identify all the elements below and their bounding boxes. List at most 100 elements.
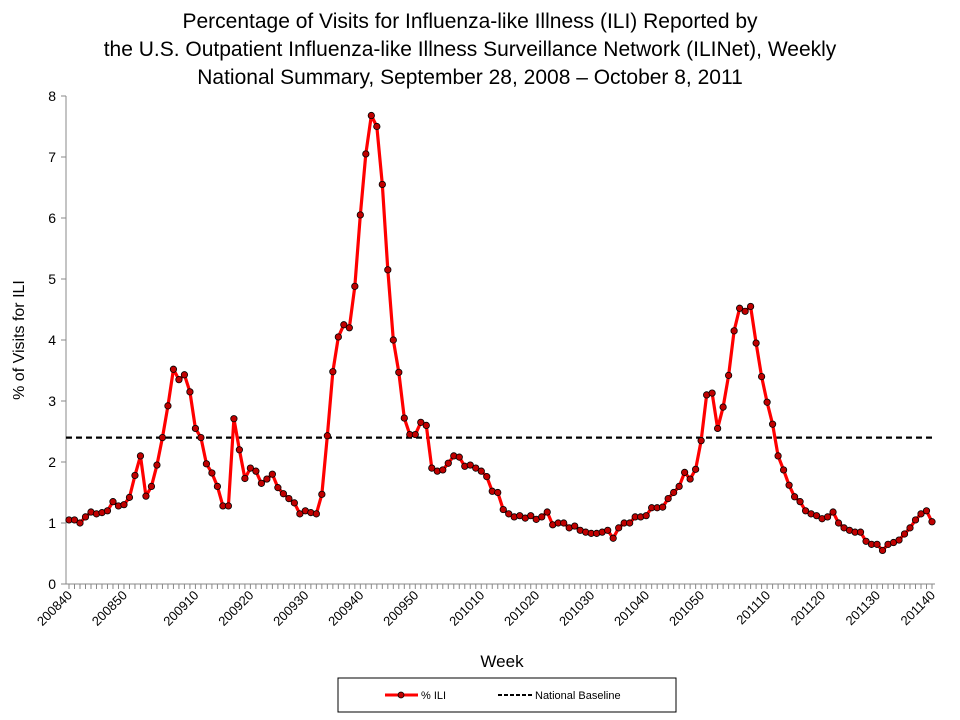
data-point [142, 492, 150, 500]
data-point [785, 481, 793, 489]
data-point [725, 371, 733, 379]
data-point [175, 376, 183, 384]
data-point [560, 519, 568, 527]
data-point [197, 433, 205, 442]
data-point [224, 502, 233, 510]
legend-label: % ILI [421, 690, 446, 702]
data-point [626, 519, 634, 527]
x-tick-label: 201050 [666, 588, 707, 629]
data-point [367, 111, 375, 120]
data-point [131, 471, 139, 480]
data-point [285, 494, 293, 503]
chart-title: National Summary, September 28, 2008 – O… [197, 66, 743, 89]
x-tick-label: 201120 [788, 588, 829, 629]
data-point [389, 336, 397, 344]
y-tick-label: 3 [48, 393, 56, 409]
data-point [384, 266, 392, 274]
data-point [774, 452, 782, 460]
data-point [681, 468, 689, 476]
data-point [312, 510, 320, 518]
data-point [906, 524, 914, 532]
data-point [862, 537, 870, 545]
data-point [290, 499, 298, 507]
y-tick-label: 7 [48, 149, 56, 165]
data-point [527, 512, 535, 520]
data-point [235, 446, 244, 454]
data-point [125, 493, 134, 501]
x-tick-label: 200930 [270, 588, 311, 629]
data-point [439, 466, 447, 474]
data-point [472, 464, 480, 472]
data-point [444, 459, 452, 467]
data-point [147, 482, 156, 490]
y-tick-label: 0 [48, 576, 56, 592]
data-point [543, 508, 551, 516]
data-point [675, 482, 683, 490]
data-point [719, 403, 727, 411]
data-point [417, 418, 425, 426]
data-point [609, 534, 617, 542]
data-point [241, 474, 249, 483]
data-point [296, 510, 304, 518]
data-point [697, 437, 705, 445]
data-point [400, 414, 408, 422]
data-point [246, 464, 254, 472]
legend-label: National Baseline [535, 690, 621, 702]
data-point [153, 461, 161, 469]
data-point [136, 452, 145, 460]
data-point [494, 488, 502, 497]
data-point [763, 398, 771, 406]
data-point [120, 501, 128, 509]
data-point [70, 516, 79, 524]
data-point [230, 415, 238, 423]
x-tick-label: 200840 [34, 588, 75, 629]
data-point [411, 430, 419, 439]
data-point [604, 526, 612, 534]
data-point [103, 507, 112, 515]
data-point [202, 460, 211, 468]
y-tick-label: 4 [48, 332, 56, 348]
x-tick-label: 200950 [380, 588, 421, 629]
data-point [169, 365, 178, 373]
data-point [191, 424, 200, 433]
data-point [356, 211, 364, 219]
x-tick-label: 201020 [501, 588, 542, 629]
data-point [477, 467, 485, 475]
data-point [790, 493, 799, 501]
data-point [109, 498, 117, 506]
data-point [340, 321, 348, 329]
data-point [186, 388, 194, 396]
x-tick-label: 201140 [898, 588, 939, 629]
data-point [768, 420, 777, 428]
data-point [878, 546, 887, 555]
data-point [900, 530, 909, 538]
data-point [928, 518, 936, 526]
data-point [428, 464, 436, 472]
data-point [318, 490, 326, 498]
data-point [362, 150, 370, 158]
data-point [538, 513, 546, 521]
data-point [571, 522, 579, 530]
y-tick-label: 1 [48, 515, 56, 531]
data-point [856, 528, 865, 536]
y-tick-label: 2 [48, 454, 56, 470]
data-point [422, 421, 430, 429]
data-point [642, 512, 650, 520]
data-point [76, 519, 84, 527]
data-point [922, 507, 931, 515]
x-tick-label: 201030 [556, 588, 597, 629]
data-point [263, 475, 271, 483]
x-tick-label: 201040 [611, 588, 652, 629]
data-point [796, 498, 804, 506]
data-point [829, 508, 837, 516]
data-point [395, 368, 403, 376]
data-point [752, 339, 760, 347]
data-point [483, 473, 491, 481]
x-tick-label: 200920 [215, 588, 256, 629]
x-tick-label: 201110 [733, 588, 773, 628]
data-point [664, 494, 672, 503]
data-point [834, 519, 843, 527]
data-point [779, 466, 788, 474]
x-tick-label: 200910 [160, 588, 201, 629]
